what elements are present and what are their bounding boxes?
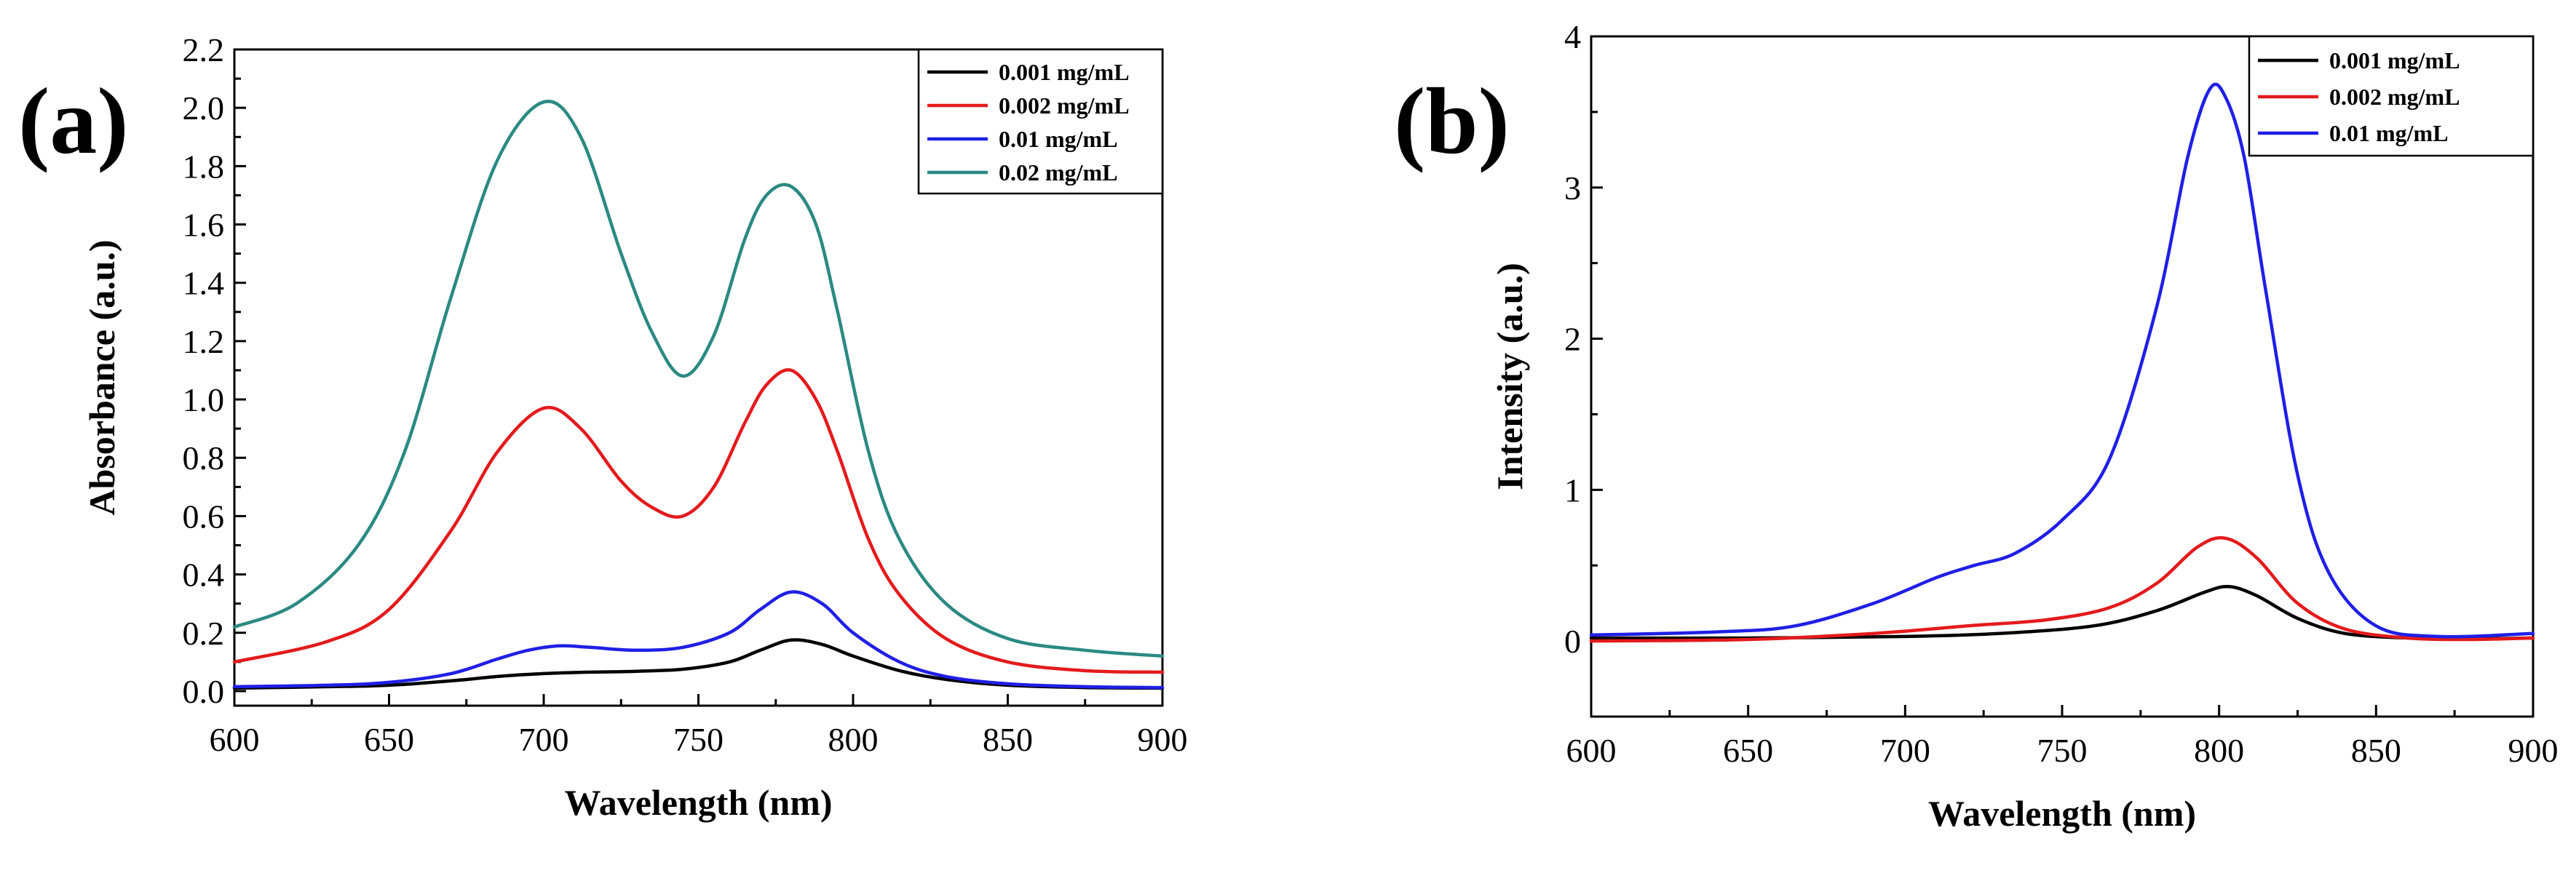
y-tick-label: 2.0	[183, 89, 225, 127]
legend-label: 0.002 mg/mL	[2329, 84, 2460, 110]
x-tick-label: 700	[519, 721, 569, 758]
series-line-0-02-mg-ml	[232, 100, 1165, 658]
legend-label: 0.02 mg/mL	[999, 159, 1118, 186]
x-tick-label: 700	[1880, 732, 1930, 769]
panel-b-label: (b)	[1394, 69, 1510, 174]
y-tick-label: 2.2	[183, 31, 225, 68]
x-tick-label: 750	[2037, 732, 2088, 769]
x-tick-label: 650	[364, 721, 414, 758]
y-tick-label: 1	[1564, 471, 1581, 509]
y-tick-label: 0.4	[183, 557, 225, 594]
panel-a-legend: 0.001 mg/mL 0.002 mg/mL 0.01 mg/mL 0.02 mg/…	[917, 48, 1164, 195]
x-tick-label: 600	[210, 721, 260, 758]
y-tick-label: 0.2	[183, 615, 225, 652]
panel-b-chart: (b) 0 1 2 3 4 600 650 700 750 800 850 900 Waveleng…	[1394, 18, 2559, 834]
legend-label: 0.001 mg/mL	[999, 59, 1130, 85]
panel-a-y-axis-title: Absorbance (a.u.)	[82, 239, 122, 515]
series-line-0-001-mg-ml	[232, 638, 1165, 690]
y-tick-label: 0.8	[183, 439, 225, 477]
series-line-0-01-mg-ml	[1589, 82, 2535, 639]
y-tick-label: 1.6	[183, 207, 225, 244]
x-tick-label: 900	[1138, 721, 1188, 758]
series-line-0-01-mg-ml	[232, 590, 1165, 690]
panel-a-x-axis-title: Wavelength (nm)	[564, 782, 832, 823]
y-tick-label: 0	[1564, 623, 1581, 660]
series-line-0-002-mg-ml	[232, 368, 1165, 674]
panel-b-y-tick-labels: 0 1 2 3 4	[1564, 18, 1581, 660]
y-tick-label: 4	[1564, 18, 1581, 55]
panel-b-x-tick-labels: 600 650 700 750 800 850 900	[1566, 732, 2559, 769]
y-tick-label: 3	[1564, 170, 1581, 207]
x-tick-label: 850	[983, 721, 1033, 758]
y-tick-label: 1.4	[183, 265, 225, 302]
x-tick-label: 750	[673, 721, 724, 758]
x-tick-label: 600	[1566, 732, 1617, 769]
panel-a-chart: (a) 0.0 0.2 0.4 0.6 0.8 1.0 1.2 1.4 1.6 1.8 2.0 2.2…	[18, 31, 1188, 823]
panel-b-y-axis-title: Intensity (a.u.)	[1489, 263, 1530, 490]
panel-a-series	[232, 100, 1165, 690]
x-tick-label: 800	[828, 721, 879, 758]
legend-label: 0.01 mg/mL	[999, 126, 1118, 152]
panel-b-series	[1589, 82, 2535, 643]
panel-b-legend: 0.001 mg/mL 0.002 mg/mL 0.01 mg/mL	[2248, 35, 2535, 157]
legend-label: 0.001 mg/mL	[2329, 47, 2460, 73]
legend-label: 0.01 mg/mL	[2329, 120, 2449, 146]
panel-a-ticks	[233, 48, 1164, 706]
x-tick-label: 850	[2351, 732, 2401, 769]
x-tick-label: 800	[2194, 732, 2244, 769]
panel-a-label: (a)	[18, 69, 129, 174]
panel-a-y-tick-labels: 0.0 0.2 0.4 0.6 0.8 1.0 1.2 1.4 1.6 1.8 2.0 2.2	[183, 31, 225, 710]
panel-a-x-tick-labels: 600 650 700 750 800 850 900	[210, 721, 1188, 758]
x-tick-label: 900	[2508, 732, 2559, 769]
y-tick-label: 1.8	[183, 148, 225, 185]
y-tick-label: 0.0	[183, 673, 225, 710]
panel-b-x-axis-title: Wavelength (nm)	[1928, 793, 2196, 834]
y-tick-label: 1.0	[183, 381, 225, 418]
legend-box	[917, 48, 1164, 195]
y-tick-label: 0.6	[183, 498, 225, 535]
legend-label: 0.002 mg/mL	[999, 92, 1130, 119]
series-line-0-002-mg-ml	[1589, 535, 2535, 643]
y-tick-label: 1.2	[183, 323, 225, 360]
y-tick-label: 2	[1564, 321, 1581, 358]
x-tick-label: 650	[1723, 732, 1773, 769]
